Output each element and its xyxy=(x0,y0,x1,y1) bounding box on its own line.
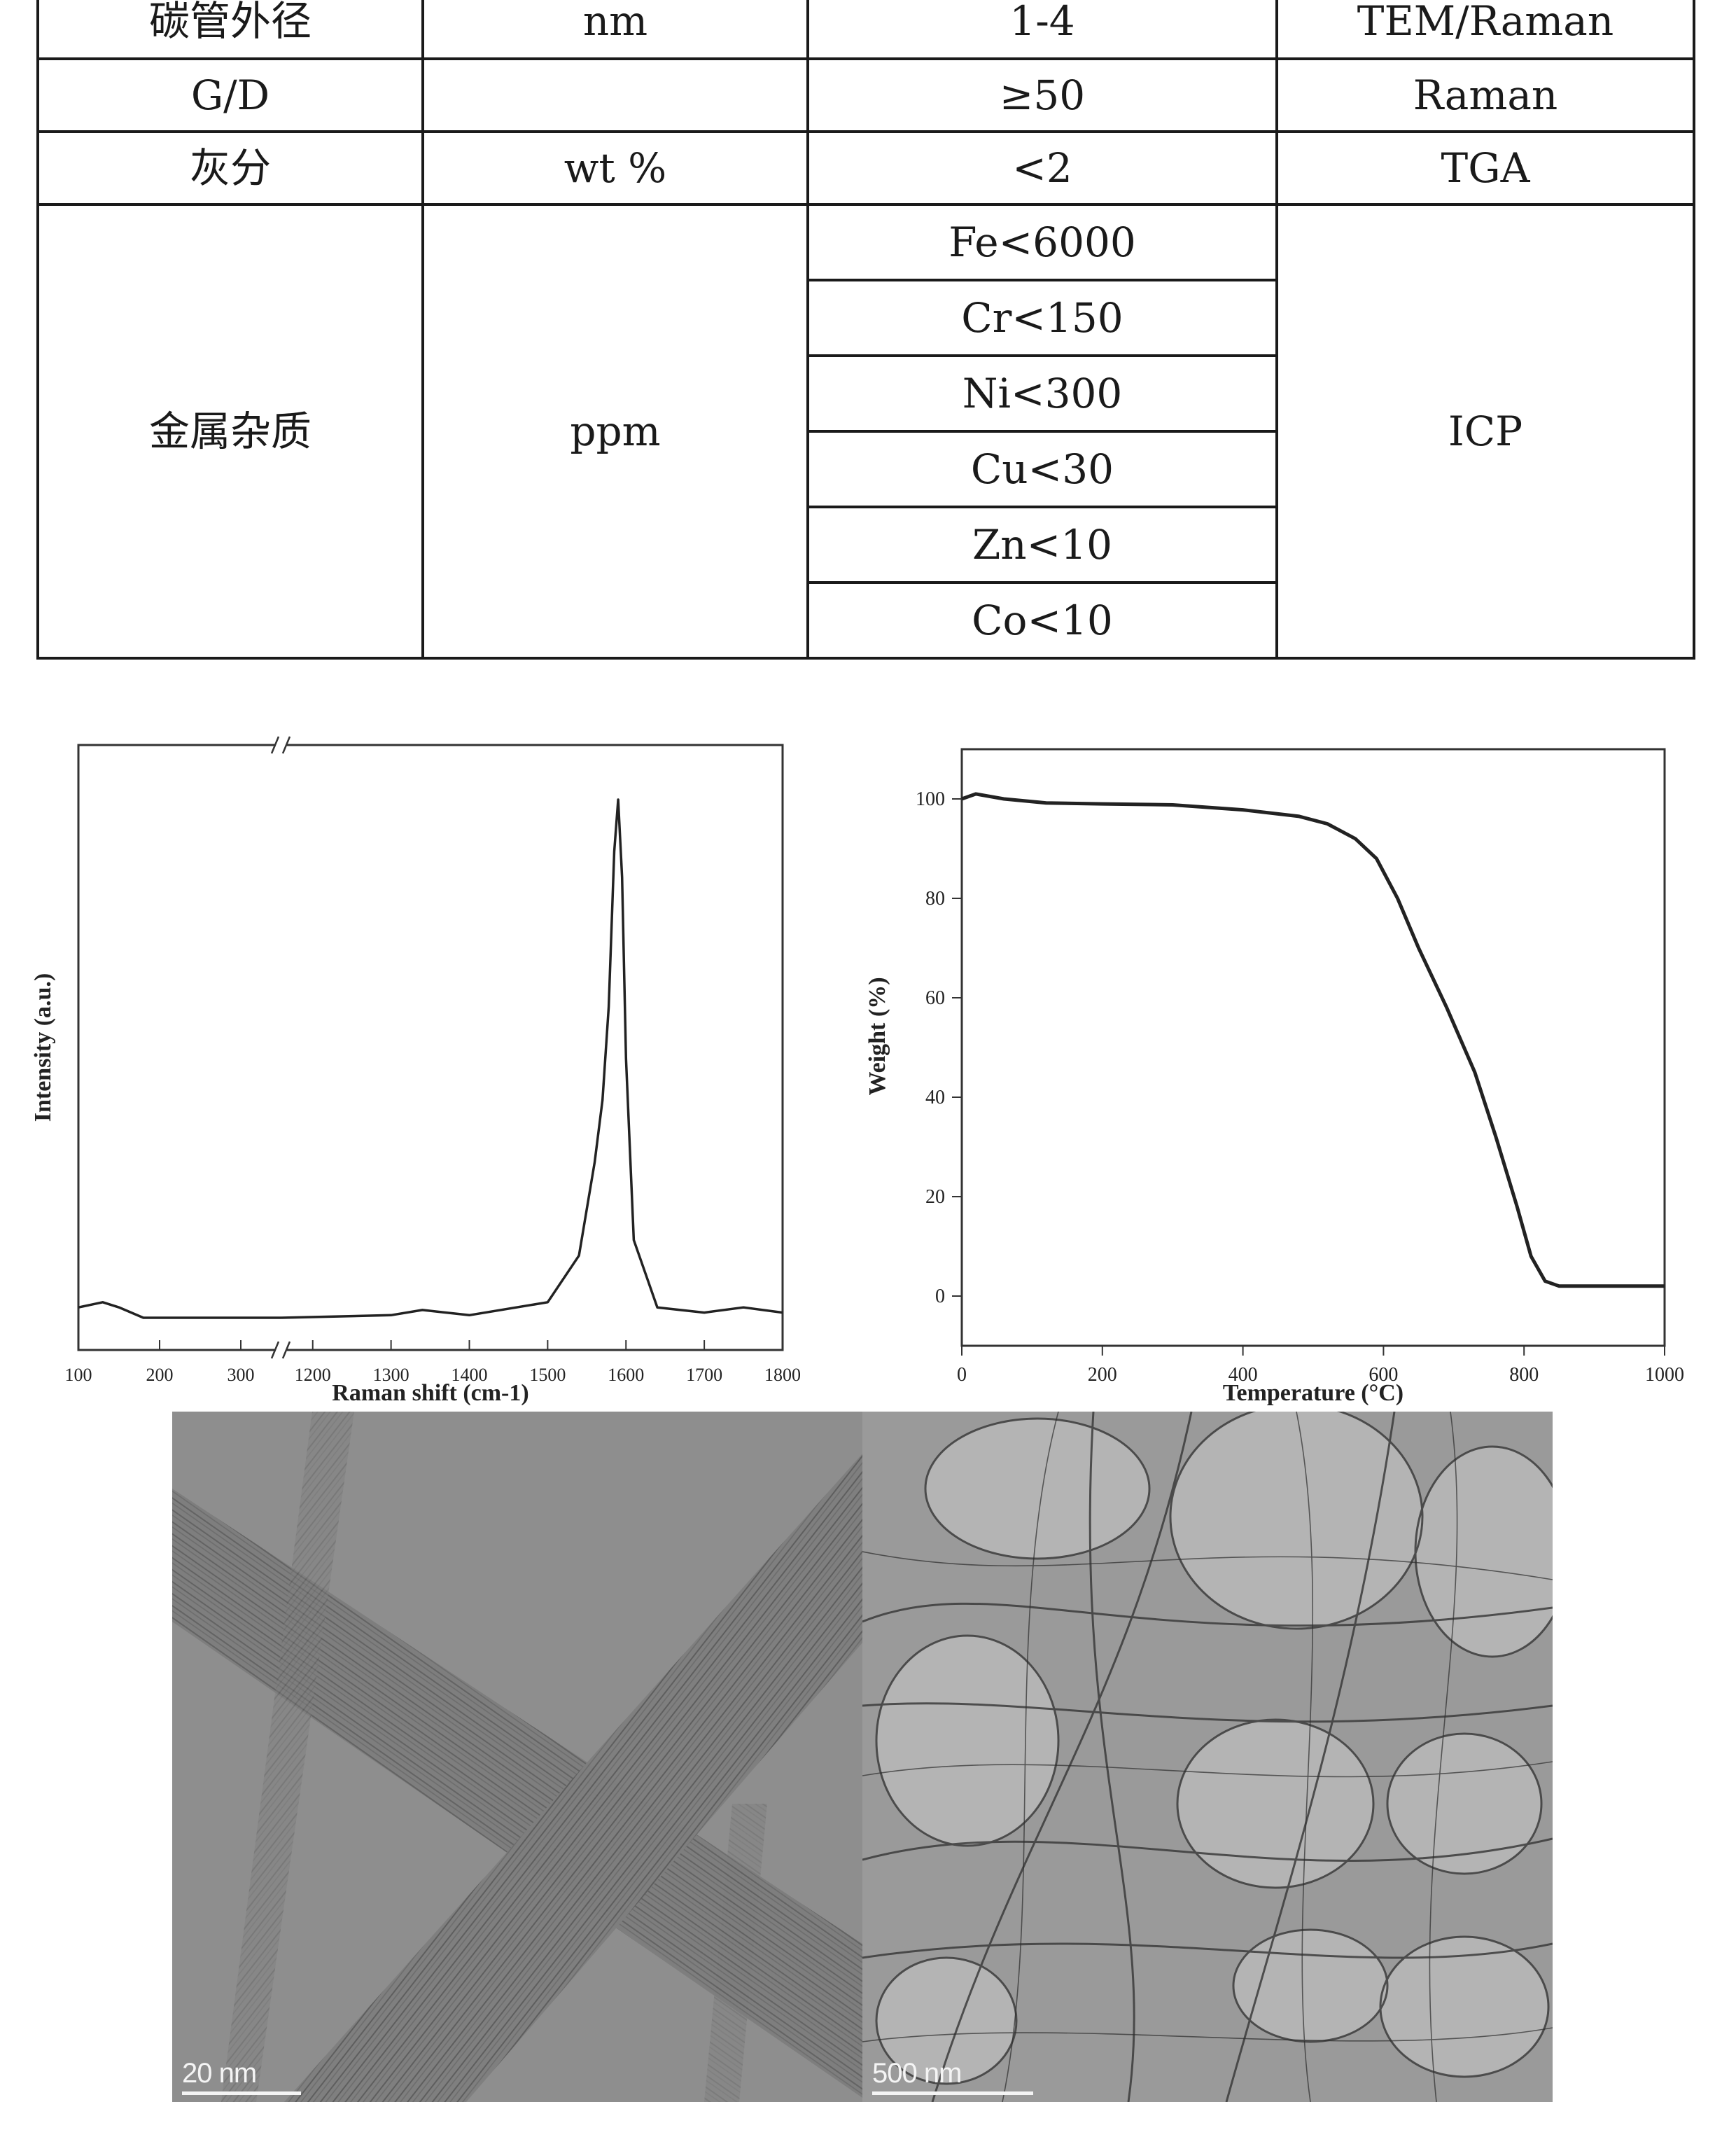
property-value: ≥50 xyxy=(806,57,1278,133)
scale-label: 20 nm xyxy=(182,2058,257,2089)
property-unit: wt % xyxy=(421,130,809,206)
raman-axis-break xyxy=(270,736,291,1359)
x-tick-label: 600 xyxy=(1368,1364,1398,1386)
y-tick-label: 0 xyxy=(935,1286,945,1307)
tga-series xyxy=(961,792,1665,1288)
raman-x-ticks: 100 200 300 1200 1300 1400 1500 1600 1700 1800 xyxy=(65,1340,801,1385)
tem-image-high-mag: 20 nm xyxy=(172,1412,862,2102)
x-tick-label: 200 xyxy=(146,1365,174,1385)
tga-plot-frame xyxy=(960,748,1666,1347)
x-tick-label: 1000 xyxy=(1645,1364,1684,1386)
tga-chart: 0 200 400 600 800 1000 0 20 40 60 80 100 Temperatur… xyxy=(864,748,1684,1406)
metal-impurity-name: 金属杂质 xyxy=(36,203,424,660)
metal-impurity-method: ICP xyxy=(1275,203,1695,660)
property-method: Raman xyxy=(1275,57,1695,133)
raman-line-high xyxy=(281,798,783,1319)
raman-x-axis-label: Raman shift (cm-1) xyxy=(332,1380,528,1406)
property-name: 灰分 xyxy=(36,130,424,206)
x-tick-label: 1400 xyxy=(451,1365,488,1385)
raman-y-axis-label: Intensity (a.u.) xyxy=(30,973,56,1122)
metal-impurity-value: Fe<6000 xyxy=(806,203,1278,281)
property-value: <2 xyxy=(806,130,1278,206)
x-tick-label: 1600 xyxy=(608,1365,644,1385)
metal-impurity-value: Cr<150 xyxy=(806,279,1278,357)
property-method: TEM/Raman xyxy=(1275,0,1695,60)
metal-impurity-unit: ppm xyxy=(421,203,809,660)
raman-line-low xyxy=(78,1300,281,1319)
y-tick-label: 40 xyxy=(925,1087,945,1108)
metal-impurity-value: Ni<300 xyxy=(806,354,1278,433)
break-mark xyxy=(270,736,280,754)
x-tick-label: 1800 xyxy=(764,1365,801,1385)
x-tick-label: 400 xyxy=(1228,1364,1258,1386)
y-tick-label: 100 xyxy=(916,788,945,810)
metal-impurity-value: Zn<10 xyxy=(806,506,1278,584)
tga-weight-line xyxy=(961,792,1665,1288)
raman-series xyxy=(78,798,783,1319)
table-row: G/D ≥50 Raman xyxy=(36,57,1695,133)
tga-ticks: 0 200 400 600 800 1000 0 20 40 60 80 100 xyxy=(916,788,1684,1386)
property-unit: nm xyxy=(421,0,809,60)
break-mark xyxy=(270,1341,280,1359)
table-row: 金属杂质 ppm Fe<6000 ICP xyxy=(36,203,1695,660)
y-tick-label: 20 xyxy=(925,1186,945,1208)
property-value: 1-4 xyxy=(806,0,1278,60)
tem-image-low-mag: 500 nm xyxy=(862,1412,1553,2102)
x-tick-label: 100 xyxy=(65,1365,92,1385)
x-tick-label: 800 xyxy=(1509,1364,1539,1386)
scale-bar xyxy=(182,2091,301,2095)
scale-bar xyxy=(872,2091,1033,2095)
x-tick-label: 300 xyxy=(227,1365,255,1385)
property-name: G/D xyxy=(36,57,424,133)
x-tick-label: 1500 xyxy=(529,1365,566,1385)
property-unit xyxy=(421,57,809,133)
tga-x-axis-label: Temperature (°C) xyxy=(1223,1380,1404,1406)
x-tick-label: 1300 xyxy=(373,1365,410,1385)
x-tick-label: 200 xyxy=(1088,1364,1117,1386)
break-mark xyxy=(281,736,291,754)
spec-table: 碳管外径 nm 1-4 TEM/Raman G/D ≥50 Raman 灰分 w… xyxy=(36,0,1695,660)
x-tick-label: 1200 xyxy=(295,1365,331,1385)
y-tick-label: 80 xyxy=(925,888,945,910)
scale-label: 500 nm xyxy=(872,2058,962,2089)
raman-chart: 100 200 300 1200 1300 1400 1500 1600 1700 1800 Ra… xyxy=(30,736,801,1406)
table-row: 碳管外径 nm 1-4 TEM/Raman xyxy=(36,0,1695,60)
property-method: TGA xyxy=(1275,130,1695,206)
break-gap xyxy=(276,741,287,749)
break-gap xyxy=(276,1346,287,1354)
metal-impurity-value: Co<10 xyxy=(806,581,1278,660)
metal-impurity-value: Cu<30 xyxy=(806,430,1278,508)
raman-plot-frame xyxy=(77,744,784,1351)
table-row: 灰分 wt % <2 TGA xyxy=(36,130,1695,206)
y-tick-label: 60 xyxy=(925,987,945,1009)
tga-y-axis-label: Weight (%) xyxy=(864,977,890,1095)
x-tick-label: 0 xyxy=(957,1364,967,1386)
x-tick-label: 1700 xyxy=(686,1365,722,1385)
break-mark xyxy=(281,1341,291,1359)
property-name: 碳管外径 xyxy=(36,0,424,60)
